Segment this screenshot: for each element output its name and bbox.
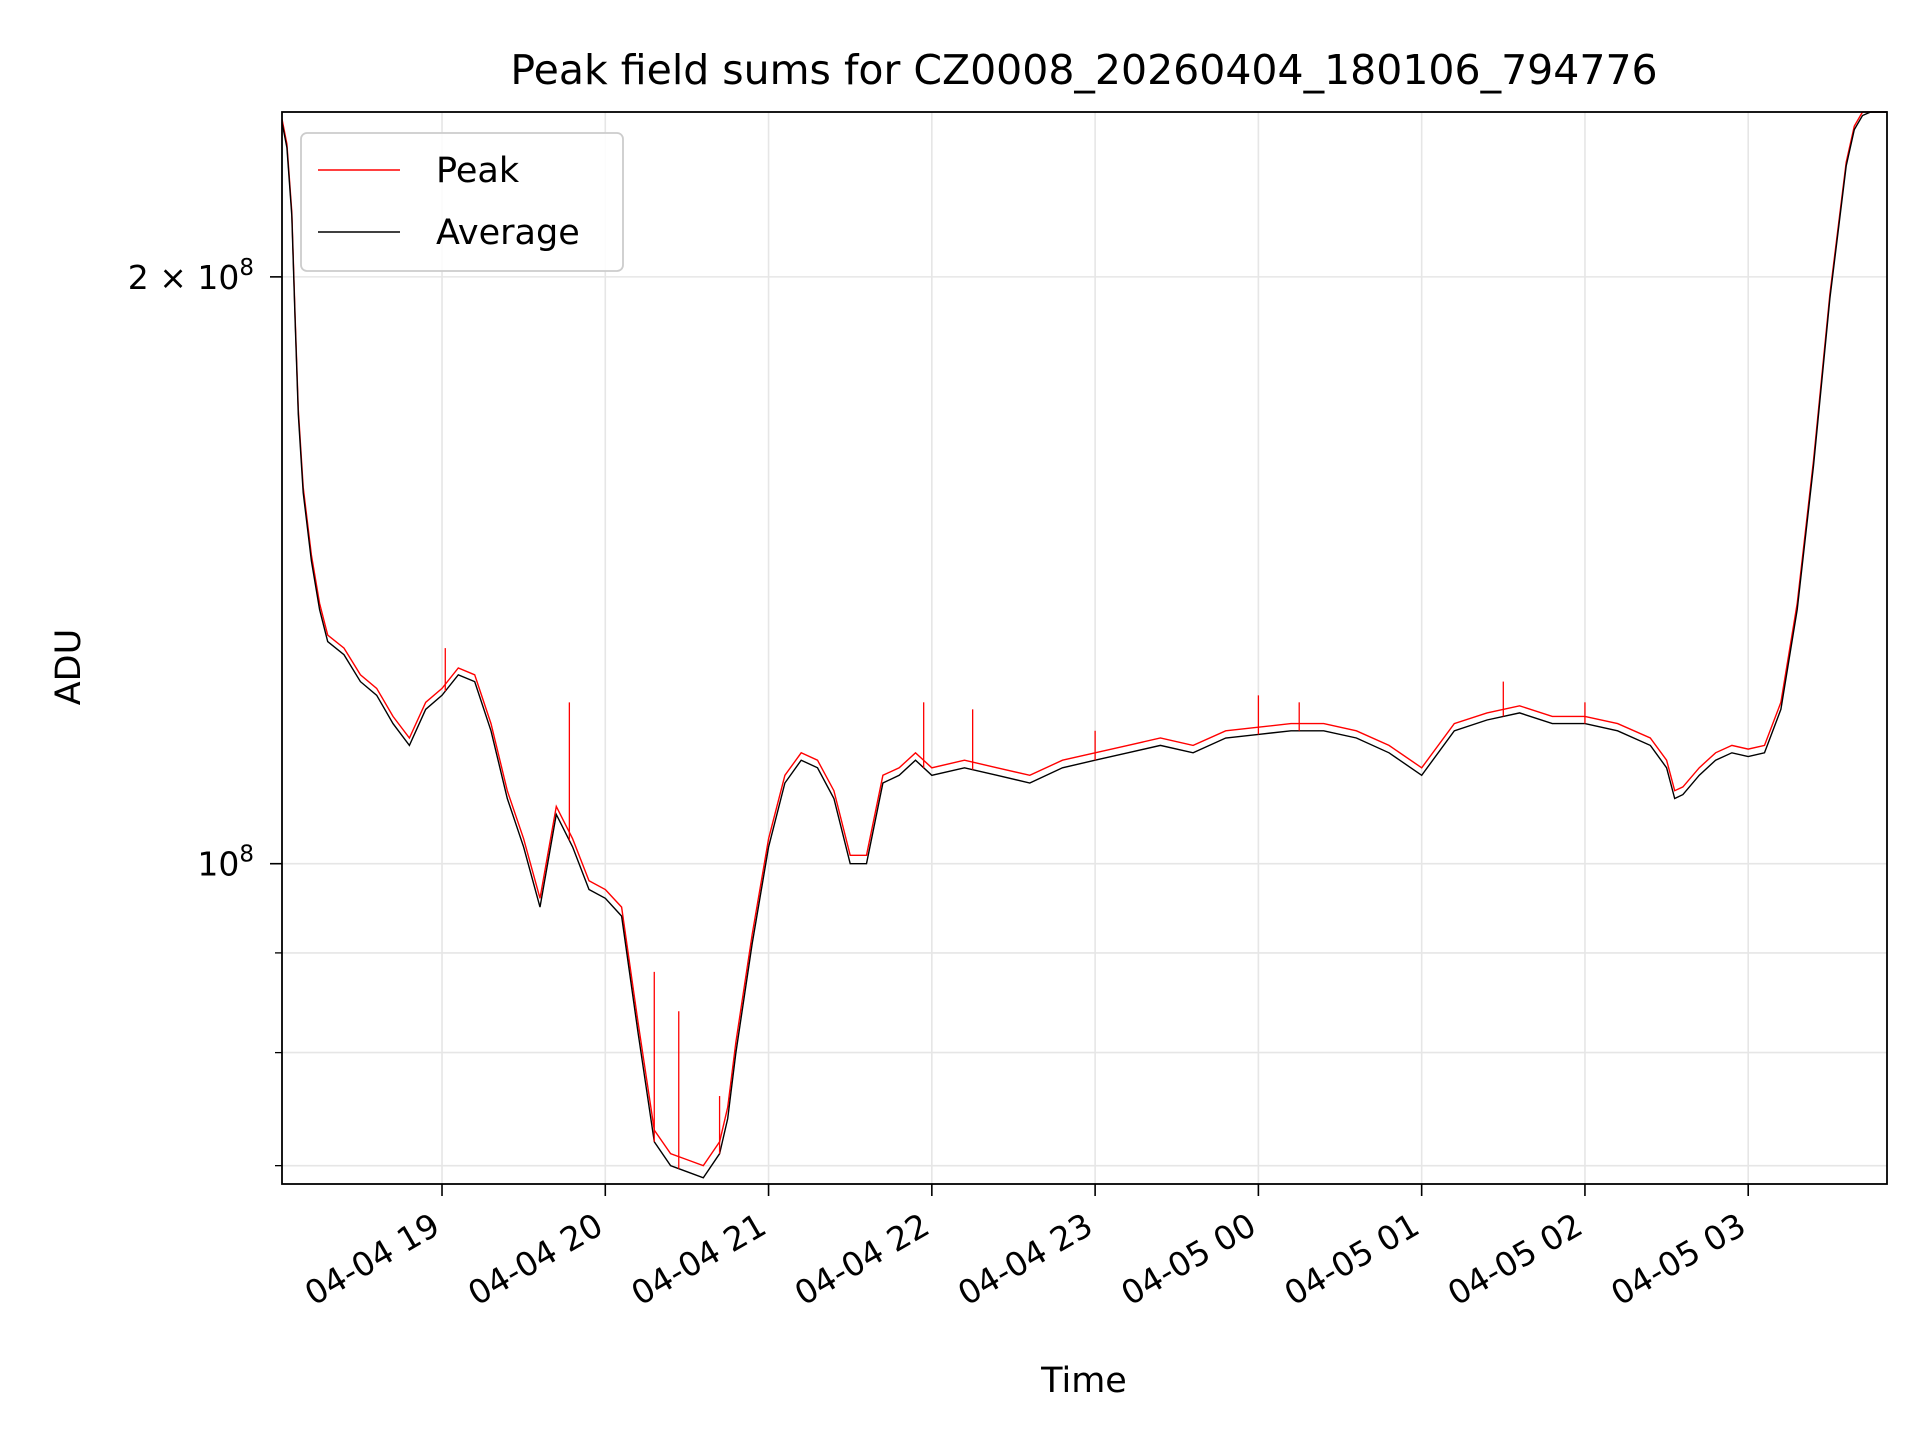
y-tick-label-base: 10 (197, 845, 239, 884)
y-tick-label: 108 (197, 842, 254, 884)
series-line-average (281, 111, 1887, 1179)
legend-box (300, 132, 624, 272)
legend: Peak Average (300, 132, 624, 272)
legend-label-average: Average (436, 213, 580, 253)
y-tick-label-exponent: 8 (239, 842, 254, 868)
peak-spikes (444, 648, 1586, 1169)
x-axis-label: Time (1040, 1361, 1127, 1401)
y-tick-label: 2 × 108 (128, 255, 254, 297)
legend-label-peak: Peak (436, 151, 520, 191)
grid (282, 112, 1887, 1184)
y-axis-label: ADU (49, 629, 89, 706)
plot-frame (281, 111, 1888, 1185)
y-tick-label-base: 2 × 10 (128, 258, 240, 297)
y-tick-label-exponent: 8 (239, 255, 254, 281)
plot-series (281, 111, 1887, 1179)
chart-title: Peak field sums for CZ0008_20260404_1801… (510, 46, 1657, 94)
series-line-peak (281, 111, 1887, 1167)
